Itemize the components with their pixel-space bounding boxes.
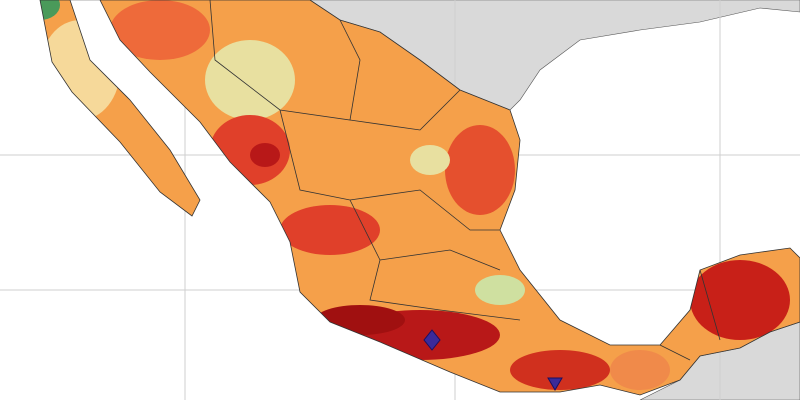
marker bbox=[423, 329, 441, 351]
anomaly-patch bbox=[410, 145, 450, 175]
baja-outline bbox=[39, 0, 201, 217]
anomaly-patch bbox=[280, 205, 380, 255]
anomaly-patch bbox=[250, 143, 280, 167]
boundaries bbox=[39, 0, 800, 396]
mexico-outline bbox=[99, 0, 800, 396]
anomaly-patch bbox=[205, 40, 295, 120]
anomaly-patch bbox=[510, 350, 610, 390]
anomaly-patch bbox=[690, 260, 790, 340]
state-lines bbox=[209, 0, 721, 361]
anomaly-patch bbox=[40, 0, 60, 20]
anomaly-patch bbox=[110, 0, 210, 60]
anomaly-patch bbox=[610, 350, 670, 390]
anomaly-patch bbox=[445, 125, 515, 215]
marker bbox=[547, 377, 563, 391]
anomaly-patch bbox=[475, 275, 525, 305]
